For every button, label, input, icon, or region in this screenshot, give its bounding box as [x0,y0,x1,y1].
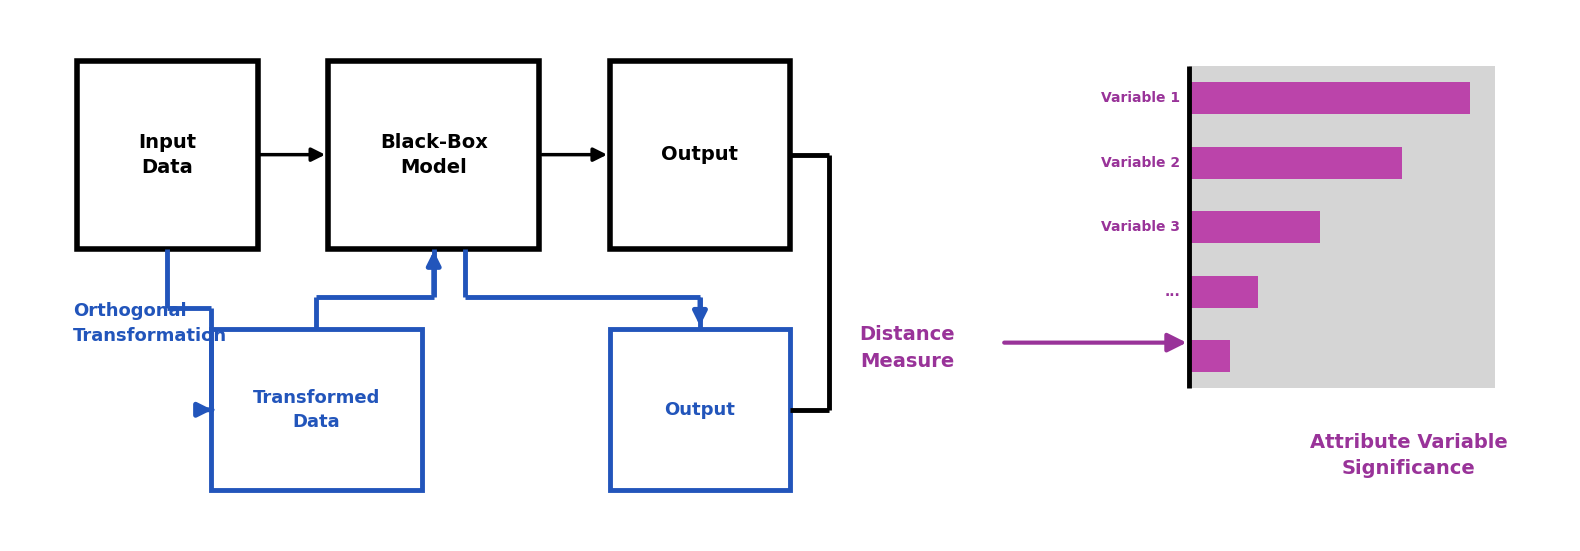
Text: Input
Data: Input Data [139,133,196,177]
FancyBboxPatch shape [1190,211,1319,244]
FancyBboxPatch shape [1190,276,1258,307]
FancyBboxPatch shape [1190,340,1231,372]
FancyBboxPatch shape [1190,82,1471,115]
FancyBboxPatch shape [77,61,258,249]
FancyBboxPatch shape [329,61,539,249]
Text: Variable 2: Variable 2 [1101,156,1180,170]
Text: Variable 1: Variable 1 [1101,91,1180,105]
Text: Orthogonal
Transformation: Orthogonal Transformation [73,302,228,345]
Text: Output: Output [662,145,738,164]
Text: Transformed
Data: Transformed Data [253,389,379,430]
Text: Output: Output [665,401,735,419]
Text: Variable 3: Variable 3 [1101,220,1180,234]
FancyBboxPatch shape [1190,66,1495,388]
FancyBboxPatch shape [210,329,422,490]
Text: Attribute Variable
Significance: Attribute Variable Significance [1310,433,1507,478]
Text: ...: ... [1164,285,1180,299]
FancyBboxPatch shape [1190,147,1401,179]
Text: Black-Box
Model: Black-Box Model [379,133,488,177]
FancyBboxPatch shape [610,329,790,490]
Text: Distance
Measure: Distance Measure [860,325,956,371]
FancyBboxPatch shape [610,61,790,249]
